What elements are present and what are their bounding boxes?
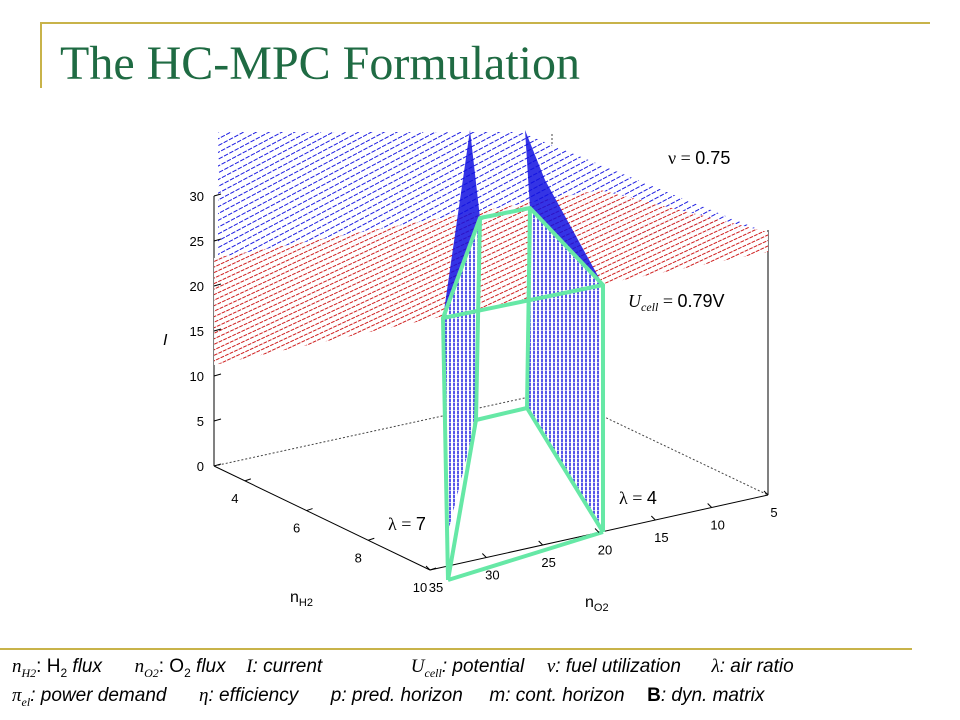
x-tick-label: 8 xyxy=(355,550,362,565)
z-tick-label: 10 xyxy=(190,369,204,384)
x-tick-mark xyxy=(429,567,437,571)
y-tick-label: 10 xyxy=(710,518,724,533)
x-tick-mark xyxy=(368,537,375,541)
eta-symbol: η xyxy=(199,685,209,706)
pred-horizon-text: p: pred. horizon xyxy=(330,685,463,706)
nh2-symbol: n xyxy=(12,656,22,677)
y-tick-label: 25 xyxy=(541,555,555,570)
dyn-matrix-symbol: B xyxy=(647,685,661,706)
ucell-symbol: U xyxy=(410,656,425,677)
lambda-7-spike xyxy=(443,130,480,318)
z-tick-label: 15 xyxy=(190,324,204,339)
y-tick-mark xyxy=(707,503,713,508)
z-tick-mark xyxy=(213,418,222,422)
z-tick-label: 25 xyxy=(190,234,204,249)
x-tick-label: 6 xyxy=(293,521,300,536)
x-axis-label: nH2 xyxy=(290,589,313,609)
ucell-annotation: Ucell = 0.79V xyxy=(628,291,725,314)
z-tick-mark xyxy=(213,328,222,332)
z-tick-label: 5 xyxy=(197,414,204,429)
feasible-region-outline xyxy=(441,206,605,582)
lambda-4-annotation: λ = 4 xyxy=(619,488,657,508)
x-tick-mark xyxy=(306,508,313,512)
cont-horizon-text: m: cont. horizon xyxy=(489,685,625,706)
z-tick-label: 0 xyxy=(197,459,204,474)
y-tick-label: 15 xyxy=(654,530,668,545)
frame-left-line xyxy=(40,22,42,88)
frame-bottom-line xyxy=(0,648,912,650)
slide-title: The HC-MPC Formulation xyxy=(60,37,581,90)
legend-line-1: nH2: H2 flux nO2: O2 flux I: current Uce… xyxy=(12,656,794,680)
y-tick-mark xyxy=(650,515,656,521)
y-tick-mark xyxy=(425,565,431,571)
x-tick-label: 4 xyxy=(231,491,238,506)
y-tick-label: 20 xyxy=(598,543,612,558)
z-tick-label: 30 xyxy=(190,189,204,204)
chart-3d-surface: 0 5 10 15 20 25 30 4 6 8 10 35 30 25 20 15 10 5 I nH2 n… xyxy=(163,130,778,614)
lambda-4-spike xyxy=(525,130,603,285)
y-tick-label: 5 xyxy=(770,505,777,520)
frame-top-line xyxy=(40,22,930,24)
x-tick-mark xyxy=(244,478,252,482)
nu-annotation: ν = 0.75 xyxy=(668,148,730,168)
z-tick-mark xyxy=(213,373,222,377)
y-axis-label: nO2 xyxy=(585,594,609,614)
z-tick-mark xyxy=(213,193,222,197)
x-axis-line xyxy=(213,465,431,571)
legend-line-2: πel: power demand η: efficiency p: pred.… xyxy=(12,685,765,709)
nu-symbol: ν xyxy=(546,656,556,677)
y-tick-label: 35 xyxy=(429,580,443,595)
z-tick-mark xyxy=(213,238,222,242)
lambda-7-annotation: λ = 7 xyxy=(388,514,426,534)
y-tick-mark xyxy=(481,553,487,558)
ucell-surface xyxy=(214,190,768,365)
back-floor-edge xyxy=(213,391,553,467)
current-symbol: I xyxy=(246,656,253,677)
y-tick-mark xyxy=(594,528,600,533)
x-tick-label: 10 xyxy=(413,580,427,595)
z-tick-mark xyxy=(213,283,222,287)
y-tick-label: 30 xyxy=(485,568,499,583)
z-tick-label: 20 xyxy=(190,279,204,294)
y-tick-mark xyxy=(763,490,769,496)
lambda-symbol: λ xyxy=(711,656,720,677)
pi-symbol: π xyxy=(12,685,22,706)
z-tick-mark xyxy=(213,463,222,467)
no2-symbol: n xyxy=(134,656,145,677)
y-tick-mark xyxy=(538,540,544,546)
z-axis-label: I xyxy=(163,332,168,349)
